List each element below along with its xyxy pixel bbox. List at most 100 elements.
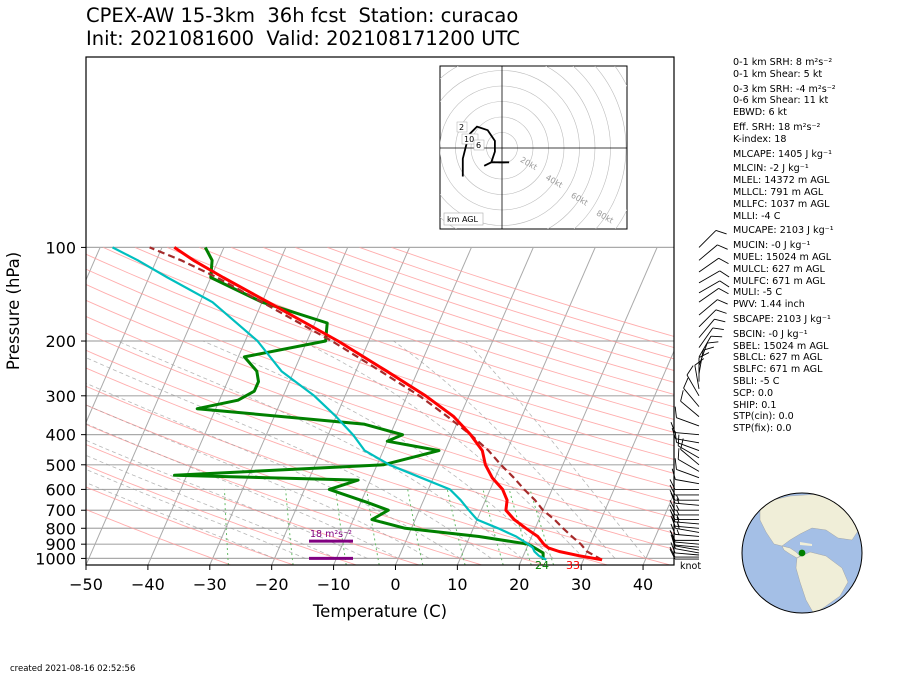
wind-barb [670,542,700,556]
dewpoint-profile [112,246,547,561]
wind-barb [698,257,729,273]
index-sblfc: SBLFC: 671 m AGL [733,364,823,376]
dry-adiabat [167,246,674,420]
hodograph-trace [461,125,510,177]
temperature-profile [173,246,603,562]
wind-barb [698,230,727,248]
globe-central-america [781,545,801,559]
wind-barb [694,358,705,389]
x-tick-label: 10 [447,575,467,594]
globe-south-america [795,551,849,613]
index-muli: MULI: -5 C [733,287,783,299]
y-tick-label: 800 [45,519,76,538]
index-srh3: 0-3 km SRH: -4 m²s⁻² [733,83,836,95]
location-globe [741,492,863,614]
wind-barb [698,270,730,284]
wind-barb [674,431,700,451]
y-tick-label: 300 [45,387,76,406]
dry-adiabat [263,246,674,383]
y-tick-label: 1000 [35,549,76,568]
index-mlli: MLLI: -4 C [733,210,781,222]
wind-barb [698,244,728,261]
isotherm [209,247,349,565]
wind-barb [671,427,700,444]
dry-adiabat [86,486,294,565]
mixing-ratio-line [366,489,380,565]
plot-frame [85,56,675,566]
dry-adiabat [86,284,674,489]
dry-adiabat [86,268,674,474]
index-srh1: 0-1 km SRH: 8 m²s⁻² [733,57,833,68]
y-tick-label: 400 [45,426,76,445]
wind-barb [670,492,700,506]
hodograph-height-label: 6 [476,141,481,150]
x-tick-label: −50 [69,575,103,594]
dry-adiabat [102,246,674,447]
dry-adiabat [86,444,420,565]
moist-adiabat [86,482,275,559]
dry-adiabat [86,253,674,460]
y-tick-label: 100 [45,238,76,257]
moist-adiabat [117,340,523,559]
index-sblcl: SBLCL: 627 m AGL [733,352,823,364]
mixing-ratio-line [407,489,424,565]
mixing-ratio-line [482,489,504,565]
wind-barb [669,504,699,516]
x-tick-label: −40 [131,575,165,594]
moist-adiabat [86,439,368,559]
y-tick-label: 600 [45,480,76,499]
moist-adiabat [202,340,554,559]
moist-adiabat [301,340,585,559]
isotherm [518,247,658,565]
hodograph-height-label: 10 [464,135,474,144]
moist-adiabat [86,423,399,559]
wind-barb [677,448,700,472]
globe-caribbean-islands [800,542,812,546]
index-sbel: SBEL: 15024 m AGL [733,340,829,352]
wind-barb [698,280,730,294]
dry-adiabat [86,423,483,565]
dry-adiabat [199,246,674,408]
x-tick-label: 0 [390,575,400,594]
y-tick-label: 200 [45,332,76,351]
wind-barb [698,318,726,338]
wind-barb [669,548,699,560]
index-mlcin: MLCIN: -2 J kg⁻¹ [733,163,809,175]
wind-barb [677,434,700,459]
wind-barb [698,341,719,366]
x-tick-label: 20 [509,575,529,594]
created-timestamp: created 2021-08-16 02:52:56 [10,664,136,674]
y-tick-label: 900 [45,535,76,554]
mixing-ratio-line [335,489,347,565]
index-kindex: K-index: 18 [733,133,787,145]
wind-barb [669,546,699,558]
isotherm [395,247,534,565]
dry-adiabat [86,332,674,534]
index-mulcl: MULCL: 627 m AGL [733,263,825,275]
wind-barb [671,468,700,485]
mixing-ratio-line [446,489,466,565]
mixing-ratio-line [529,489,555,565]
dry-adiabat [86,404,545,565]
wind-barb [669,484,699,496]
isotherm [456,247,596,565]
x-tick-label: 40 [633,575,653,594]
hodograph-unit-label: km AGL [447,215,479,224]
dry-adiabat [86,316,674,519]
moist-adiabat [86,382,461,559]
index-mlel: MLEL: 14372 m AGL [733,175,830,187]
wind-barb [698,309,727,328]
hodograph-frame [439,65,628,230]
isotherm [271,247,410,565]
station-marker [798,549,806,557]
moist-adiabat [86,468,306,559]
barb-unit-label: knot [680,561,701,572]
index-ebwd: EBWD: 6 kt [733,107,787,119]
x-tick-label: −10 [317,575,351,594]
index-sbcin: SBCIN: -0 J kg⁻¹ [733,328,808,340]
isotherm [642,492,674,565]
index-mllcl: MLLCL: 791 m AGL [733,186,824,198]
wind-barb [670,523,700,537]
wind-barb [669,500,699,511]
dry-adiabat [86,349,674,550]
